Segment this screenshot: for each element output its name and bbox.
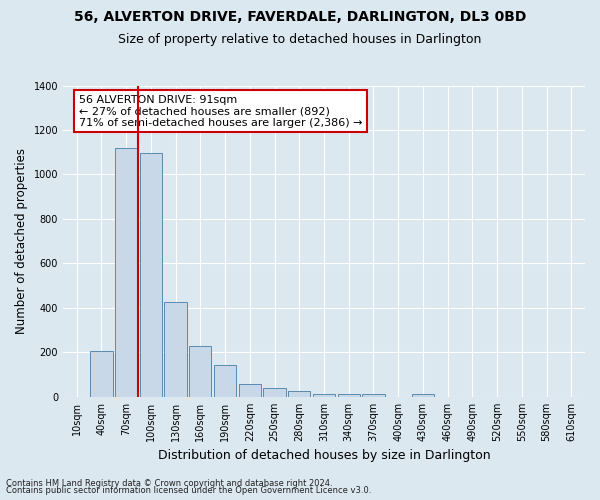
Text: 56, ALVERTON DRIVE, FAVERDALE, DARLINGTON, DL3 0BD: 56, ALVERTON DRIVE, FAVERDALE, DARLINGTO… [74, 10, 526, 24]
Text: 56 ALVERTON DRIVE: 91sqm
← 27% of detached houses are smaller (892)
71% of semi-: 56 ALVERTON DRIVE: 91sqm ← 27% of detach… [79, 95, 362, 128]
Bar [90, 351, 113, 397]
Bar [313, 394, 335, 397]
X-axis label: Distribution of detached houses by size in Darlington: Distribution of detached houses by size … [158, 450, 490, 462]
Bar [362, 394, 385, 397]
Bar [115, 148, 137, 397]
Bar [338, 394, 360, 397]
Bar [288, 392, 310, 397]
Bar [189, 346, 211, 397]
Text: Contains public sector information licensed under the Open Government Licence v3: Contains public sector information licen… [6, 486, 371, 495]
Bar [412, 394, 434, 397]
Text: Contains HM Land Registry data © Crown copyright and database right 2024.: Contains HM Land Registry data © Crown c… [6, 478, 332, 488]
Bar [263, 388, 286, 397]
Bar [239, 384, 261, 397]
Bar [214, 364, 236, 397]
Y-axis label: Number of detached properties: Number of detached properties [15, 148, 28, 334]
Text: Size of property relative to detached houses in Darlington: Size of property relative to detached ho… [118, 32, 482, 46]
Bar [164, 302, 187, 397]
Bar [140, 154, 162, 397]
